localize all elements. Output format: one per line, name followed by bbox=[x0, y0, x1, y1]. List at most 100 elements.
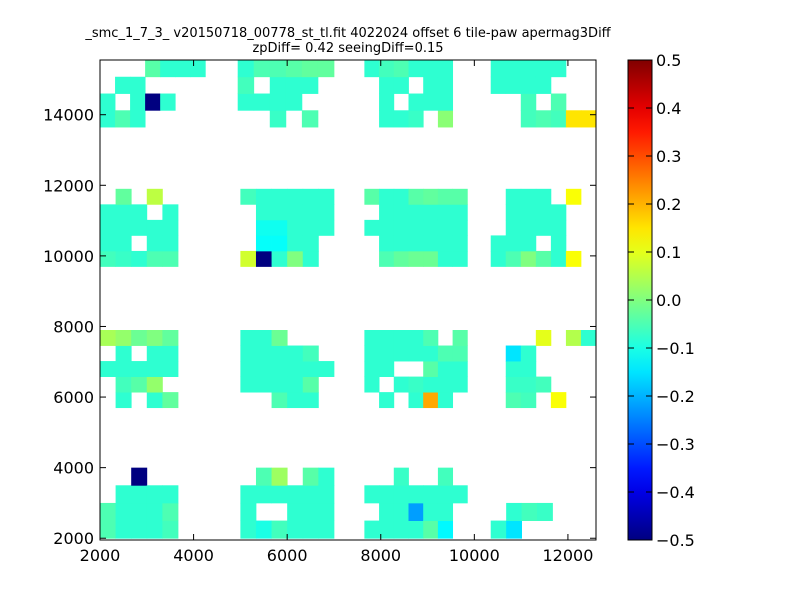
heatmap-cell bbox=[115, 345, 132, 362]
heatmap-cell bbox=[535, 330, 552, 346]
heatmap-cell bbox=[146, 235, 163, 252]
heatmap-cell bbox=[269, 93, 287, 111]
heatmap-cell bbox=[287, 235, 304, 252]
heatmap-cell bbox=[255, 330, 272, 346]
heatmap-cell bbox=[318, 520, 335, 539]
colorbar-tick-label: 0.5 bbox=[656, 51, 681, 70]
heatmap-cell bbox=[423, 204, 439, 221]
heatmap-cell bbox=[408, 502, 424, 521]
heatmap-cell bbox=[506, 502, 522, 521]
heatmap-cell bbox=[146, 502, 163, 521]
heatmap-cell bbox=[520, 345, 537, 362]
colorbar-tick-label: −0.4 bbox=[656, 483, 695, 502]
heatmap-cell bbox=[287, 345, 304, 362]
heatmap-cell bbox=[379, 330, 395, 346]
heatmap-cell bbox=[437, 250, 454, 267]
heatmap-cell bbox=[452, 188, 468, 205]
heatmap-cell bbox=[302, 361, 319, 377]
heatmap-cell bbox=[505, 376, 522, 393]
heatmap-cell bbox=[379, 60, 395, 78]
heatmap-cell bbox=[145, 60, 161, 78]
y-tick-label: 8000 bbox=[53, 317, 94, 336]
heatmap-cell bbox=[437, 520, 454, 539]
heatmap-cell bbox=[490, 60, 507, 78]
heatmap-cells bbox=[100, 60, 597, 539]
heatmap-cell bbox=[302, 467, 319, 486]
heatmap-cell bbox=[115, 330, 132, 346]
heatmap-cell bbox=[162, 330, 179, 346]
heatmap-cell bbox=[505, 204, 522, 221]
heatmap-cell bbox=[131, 204, 148, 221]
heatmap-cell bbox=[379, 485, 395, 504]
heatmap-cell bbox=[379, 93, 395, 111]
heatmap-cell bbox=[255, 376, 272, 393]
heatmap-cell bbox=[115, 219, 132, 236]
heatmap-cell bbox=[130, 76, 146, 94]
heatmap-cell bbox=[287, 392, 304, 409]
heatmap-cell bbox=[100, 110, 116, 128]
heatmap-cell bbox=[162, 204, 179, 221]
heatmap-cell bbox=[162, 485, 179, 504]
heatmap-cell bbox=[423, 485, 439, 504]
heatmap-cell bbox=[437, 361, 454, 377]
heatmap-cell bbox=[237, 93, 255, 111]
heatmap-cell bbox=[423, 250, 439, 267]
heatmap-cell bbox=[240, 361, 257, 377]
heatmap-cell bbox=[146, 392, 163, 409]
y-tick-label: 4000 bbox=[53, 459, 94, 478]
heatmap-cell bbox=[271, 467, 288, 486]
heatmap-cell bbox=[550, 235, 567, 252]
heatmap-cell bbox=[408, 188, 424, 205]
heatmap-cell bbox=[490, 520, 507, 539]
heatmap-cell bbox=[146, 376, 163, 393]
heatmap-cell bbox=[379, 219, 395, 236]
heatmap-cell bbox=[255, 345, 272, 362]
heatmap-cell bbox=[565, 250, 582, 267]
heatmap-cell bbox=[255, 361, 272, 377]
x-tick-label: 10000 bbox=[449, 546, 500, 565]
heatmap-cell bbox=[520, 235, 537, 252]
heatmap-cell bbox=[452, 330, 468, 346]
heatmap-cell bbox=[318, 485, 335, 504]
heatmap-cell bbox=[115, 235, 132, 252]
heatmap-cell bbox=[271, 361, 288, 377]
heatmap-cell bbox=[437, 235, 454, 252]
heatmap-cell bbox=[285, 60, 303, 78]
heatmap-cell bbox=[255, 188, 272, 205]
heatmap-cell bbox=[162, 520, 179, 539]
heatmap-cell bbox=[379, 188, 395, 205]
heatmap-cell bbox=[131, 250, 148, 267]
heatmap-cell bbox=[505, 235, 522, 252]
heatmap-cell bbox=[131, 361, 148, 377]
heatmap-cell bbox=[423, 330, 439, 346]
heatmap-cell bbox=[535, 110, 552, 128]
heatmap-cell bbox=[490, 250, 507, 267]
heatmap-cell bbox=[393, 330, 409, 346]
heatmap-cell bbox=[271, 345, 288, 362]
heatmap-cell bbox=[535, 76, 552, 94]
heatmap-cell bbox=[408, 93, 424, 111]
heatmap-cell bbox=[100, 361, 116, 377]
heatmap-cell bbox=[520, 93, 537, 111]
x-tick-label: 12000 bbox=[542, 546, 593, 565]
plot-area: 2000 4000 6000 8000 10000 12000 2000 4000 6000 8… bbox=[43, 59, 597, 565]
heatmap-cell bbox=[302, 376, 319, 393]
colorbar-tick-label: −0.2 bbox=[656, 387, 695, 406]
heatmap-cell bbox=[115, 520, 132, 539]
heatmap-cell bbox=[423, 361, 439, 377]
heatmap-cell bbox=[271, 219, 288, 236]
heatmap-cell bbox=[115, 76, 131, 94]
heatmap-cell bbox=[240, 485, 257, 504]
heatmap-cell bbox=[162, 219, 179, 236]
heatmap-cell bbox=[505, 392, 522, 409]
heatmap-cell bbox=[535, 60, 552, 78]
heatmap-cell bbox=[364, 361, 380, 377]
heatmap-cell bbox=[302, 502, 319, 521]
heatmap-cell bbox=[423, 392, 439, 409]
heatmap-cell bbox=[271, 330, 288, 346]
heatmap-cell bbox=[237, 60, 255, 78]
heatmap-cell bbox=[131, 376, 148, 393]
heatmap-cell bbox=[408, 110, 424, 128]
heatmap-cell bbox=[505, 361, 522, 377]
heatmap-cell bbox=[565, 330, 582, 346]
